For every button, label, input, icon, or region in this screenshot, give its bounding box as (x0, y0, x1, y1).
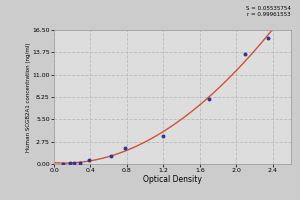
Point (123, 146, 128, 149)
Point (108, 154, 113, 157)
Point (61, 162, 65, 165)
Point (207, 97, 212, 101)
Text: S = 0.05535754
r = 0.99961553: S = 0.05535754 r = 0.99961553 (246, 6, 291, 17)
Point (161, 134, 166, 137)
Point (72, 161, 76, 165)
Point (68, 162, 73, 165)
Point (86, 158, 91, 162)
Point (266, 37, 271, 40)
Point (243, 53, 248, 56)
Y-axis label: Human SCGB2A1 concentration (ng/ml): Human SCGB2A1 concentration (ng/ml) (26, 42, 31, 152)
X-axis label: Optical Density: Optical Density (143, 175, 202, 184)
Point (77, 161, 82, 164)
